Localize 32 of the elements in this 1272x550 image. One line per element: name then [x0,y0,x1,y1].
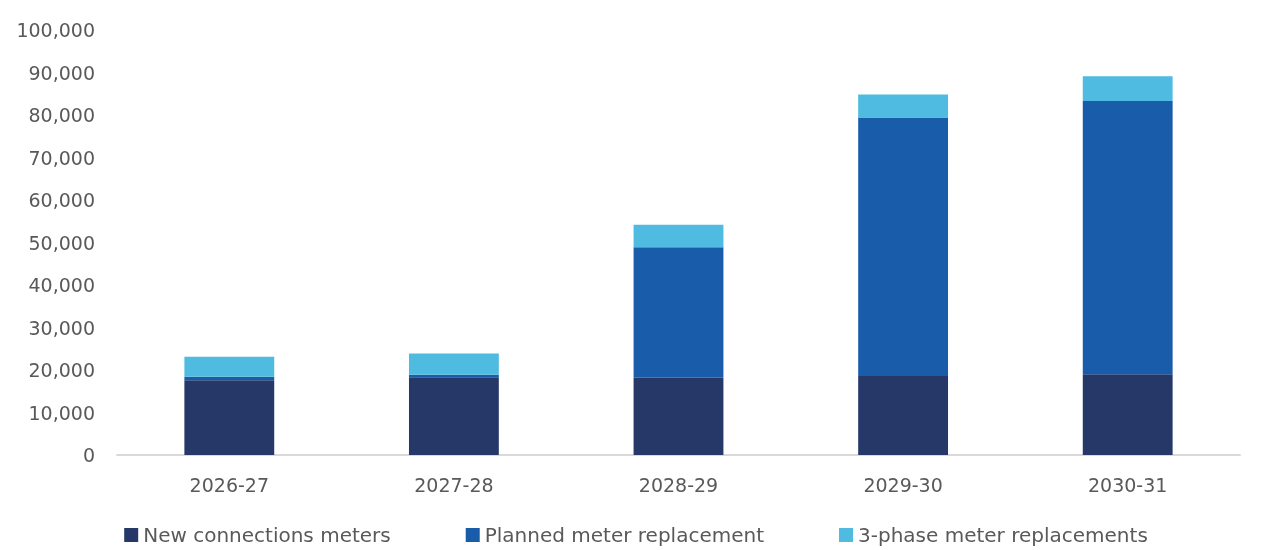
y-tick-label: 90,000 [28,61,95,84]
bar [408,353,499,375]
x-tick-label: 2027-28 [414,473,494,496]
bar [633,247,724,378]
x-tick-label: 2029-30 [863,473,943,496]
bar [1082,100,1173,375]
legend-label: New connections meters [143,523,391,547]
bar [633,224,724,248]
legend-label: Planned meter replacement [484,523,765,547]
y-tick-label: 20,000 [28,359,95,381]
bar [858,117,949,376]
bar [1082,374,1173,455]
y-tick-label: 60,000 [28,189,95,211]
y-tick-label: 100,000 [16,19,95,41]
x-tick-label: 2028-29 [638,473,719,496]
bar [184,356,275,377]
bar [1082,76,1173,101]
legend-label: 3-phase meter replacements [858,523,1148,547]
y-tick-label: 40,000 [28,274,95,296]
bar [858,94,949,118]
y-tick-label: 0 [82,444,95,466]
y-tick-label: 80,000 [28,104,95,126]
bar [858,375,949,455]
bar [184,380,275,455]
bar [408,377,499,455]
y-tick-label: 50,000 [28,231,95,254]
y-tick-label: 10,000 [28,401,95,424]
x-tick-label: 2030-31 [1088,473,1168,496]
y-tick-label: 30,000 [28,316,95,339]
y-tick-label: 70,000 [28,146,95,169]
bar [633,377,724,455]
x-tick-label: 2026-27 [189,473,269,496]
